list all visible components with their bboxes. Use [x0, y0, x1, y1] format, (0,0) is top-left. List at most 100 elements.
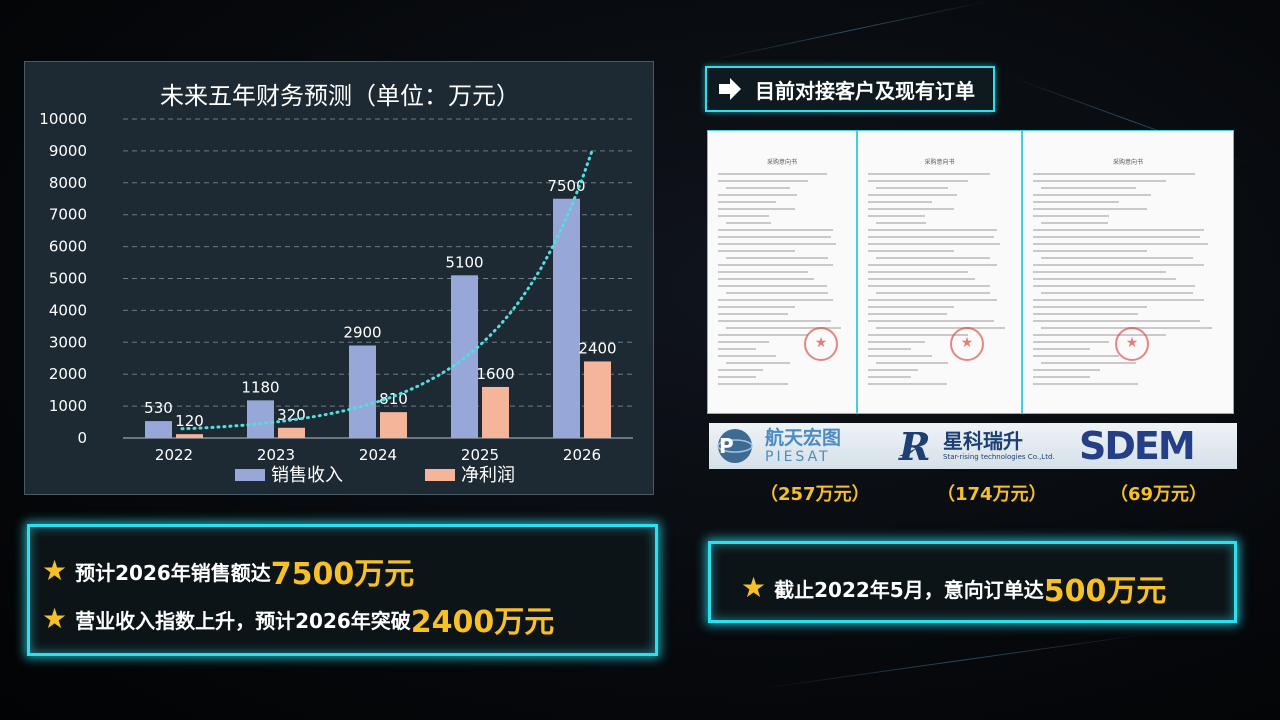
document-text-line: [1033, 334, 1166, 336]
document-text-line: [718, 355, 776, 357]
customer-name: SDEM: [1079, 426, 1194, 466]
document-text-line: [1033, 250, 1147, 252]
document-text-line: [1033, 208, 1147, 210]
data-label: 1180: [241, 378, 279, 396]
x-tick-label: 2024: [359, 446, 397, 464]
document-text-line: [726, 292, 828, 294]
bar-profit: [278, 427, 305, 438]
document-text-line: [1033, 355, 1119, 357]
document-text-line: [718, 320, 831, 322]
document-text-line: [1033, 236, 1200, 238]
order-amount: （257万元）: [760, 484, 870, 505]
y-tick-label: 7000: [49, 206, 87, 224]
y-tick-label: 3000: [49, 333, 87, 351]
document-text-line: [876, 222, 926, 224]
orders-summary-line: ★ 截止2022年5月，意向订单达 500万元: [741, 566, 1166, 610]
document-title: 采购意向书: [1112, 159, 1143, 166]
document-text-line: [726, 362, 790, 364]
document-text-line: [1033, 313, 1138, 315]
document-text-line: [718, 201, 776, 203]
bar-profit: [380, 412, 407, 438]
summary-text: 预计2026年销售额达: [75, 560, 271, 585]
summary-text: 截止2022年5月，意向订单达: [774, 577, 1044, 602]
document-text-line: [876, 362, 948, 364]
document-text-line: [868, 313, 947, 315]
data-label: 2400: [578, 339, 616, 357]
document-text-line: [868, 376, 911, 378]
document-text-line: [718, 208, 795, 210]
bar-sales: [553, 198, 580, 438]
data-label: 530: [144, 399, 173, 417]
svg-text:P: P: [719, 434, 734, 458]
document-text-line: [1033, 285, 1195, 287]
document-text-line: [1033, 299, 1204, 301]
globe-logo-icon: P: [717, 429, 753, 463]
bar-sales: [349, 345, 376, 438]
star-icon: ★: [42, 602, 68, 635]
document-text-line: [868, 369, 918, 371]
document-text-line: [718, 383, 788, 385]
document-text-line: [718, 264, 833, 266]
document-text-line: [868, 299, 997, 301]
document-text-line: [1033, 201, 1119, 203]
red-seal-icon: [1115, 327, 1149, 361]
legend-swatch: [235, 469, 265, 481]
y-tick-label: 10000: [39, 110, 87, 128]
document-text-line: [868, 306, 954, 308]
order-amount: （174万元）: [937, 484, 1047, 505]
document-text-line: [1041, 257, 1193, 259]
y-tick-label: 4000: [49, 301, 87, 319]
document-text-line: [1033, 264, 1204, 266]
bar-chart: 未来五年财务预测（单位：万元） 0 1000 2000 3000 4000 5000 600…: [39, 82, 633, 486]
y-tick-label: 6000: [49, 238, 87, 256]
document-text-line: [876, 187, 948, 189]
chart-panel: 未来五年财务预测（单位：万元） 0 1000 2000 3000 4000 5000 600…: [24, 61, 654, 495]
document-text-line: [868, 341, 925, 343]
bar-profit: [584, 361, 611, 438]
star-icon: ★: [42, 554, 68, 587]
document-text-line: [1033, 173, 1195, 175]
document-text-line: [868, 264, 997, 266]
document-title: 采购意向书: [766, 159, 797, 166]
customer-logo-strip: P 航天宏图 PIESAT R 星科瑞升 Star-rising technol…: [709, 423, 1237, 469]
document-text-line: [1033, 369, 1100, 371]
document-text-line: [868, 180, 968, 182]
document-text-line: [868, 271, 968, 273]
document-text-line: [718, 376, 756, 378]
x-tick-label: 2025: [461, 446, 499, 464]
document-text-line: [868, 236, 994, 238]
orders-summary-box: ★ 截止2022年5月，意向订单达 500万元: [708, 541, 1237, 623]
red-seal-icon: [804, 327, 838, 361]
purchase-intent-document: 采购意向书: [857, 130, 1022, 414]
document-text-line: [868, 229, 997, 231]
purchase-intent-document: 采购意向书: [707, 130, 857, 414]
data-label: 1600: [476, 365, 514, 383]
document-text-line: [718, 334, 808, 336]
trendline: [180, 149, 594, 431]
document-text-line: [718, 173, 827, 175]
x-tick-label: 2026: [563, 446, 601, 464]
data-label: 2900: [343, 323, 381, 341]
bar-profit: [482, 386, 509, 438]
document-text-line: [868, 250, 954, 252]
document-text-line: [718, 250, 795, 252]
data-label: 7500: [547, 177, 585, 195]
document-text-line: [718, 271, 808, 273]
document-text-line: [868, 278, 975, 280]
y-tick-label: 5000: [49, 270, 87, 288]
document-text-line: [1033, 341, 1109, 343]
bar-sales: [451, 275, 478, 438]
order-amount: （69万元）: [1110, 484, 1208, 505]
red-seal-icon: [950, 327, 984, 361]
document-text-line: [726, 327, 841, 329]
orders-header-text: 目前对接客户及现有订单: [755, 78, 975, 103]
document-text-line: [868, 348, 911, 350]
piesat-logo: P 航天宏图 PIESAT: [711, 423, 889, 469]
document-text-line: [868, 285, 990, 287]
star-icon: ★: [741, 571, 767, 604]
document-text-line: [718, 313, 788, 315]
document-text-line: [876, 257, 990, 259]
customer-name: 航天宏图: [765, 427, 842, 449]
bg-streak: [703, 0, 997, 63]
document-text-line: [726, 257, 828, 259]
